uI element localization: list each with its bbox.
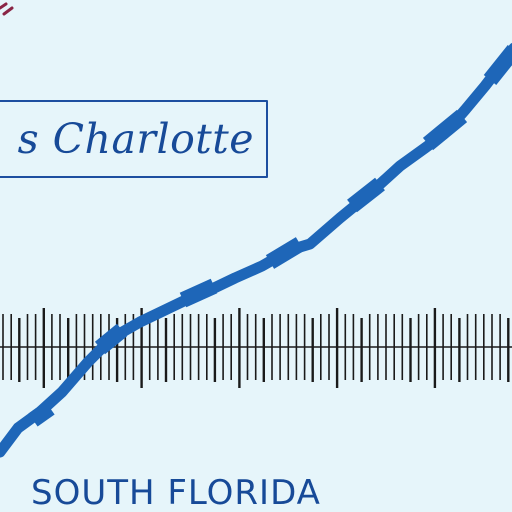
route-marker	[94, 323, 128, 355]
corner-mark-stroke	[0, 2, 14, 16]
region-label: SOUTH FLORIDA	[31, 473, 321, 512]
place-label-box: s Charlotte	[0, 100, 268, 178]
route-marker	[265, 237, 305, 269]
route-marker	[179, 278, 218, 308]
place-label: s Charlotte	[17, 115, 254, 163]
route-marker	[483, 45, 512, 85]
route-line	[0, 42, 512, 458]
scale-bar	[0, 308, 512, 388]
route-marker	[422, 109, 468, 151]
corner-mark	[0, 2, 14, 16]
route-marker	[28, 401, 55, 427]
route-marker	[347, 177, 385, 213]
